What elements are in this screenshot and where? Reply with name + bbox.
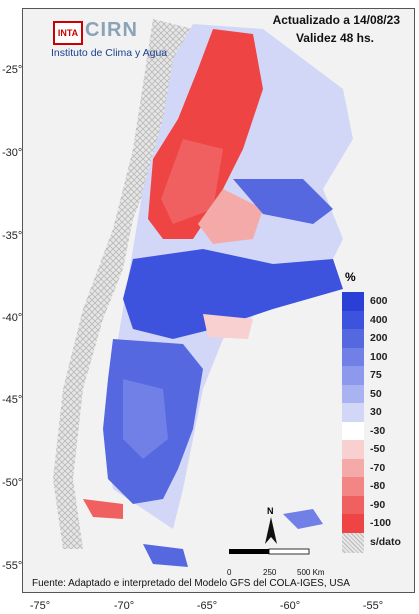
- scale-label-500: 500 Km: [297, 568, 325, 577]
- legend-swatch: [342, 532, 364, 553]
- legend-label: 600: [370, 295, 388, 307]
- scale-bar-black: [229, 549, 269, 554]
- legend-swatch: [342, 477, 364, 497]
- updated-label: Actualizado a 14/08/23: [272, 13, 400, 27]
- north-arrow-icon: [265, 517, 277, 544]
- wet-band-east: [233, 179, 333, 224]
- dry-anomaly-edge: [198, 189, 263, 244]
- institute-name: Instituto de Clima y Agua: [51, 47, 168, 59]
- legend-swatch: [342, 329, 364, 349]
- legend-label: 400: [370, 313, 388, 326]
- scale-label-0: 0: [227, 568, 232, 577]
- legend-item: -50: [342, 440, 406, 460]
- legend-item: -90: [342, 495, 406, 516]
- legend-swatch: [342, 421, 364, 442]
- legend-item: 75: [342, 366, 406, 386]
- dry-anomaly-south: [83, 499, 123, 519]
- legend-label: 50: [370, 387, 382, 400]
- legend-item: 600: [342, 292, 406, 312]
- source-text: Fuente: Adaptado e interpretado del Mode…: [32, 578, 350, 589]
- cirn-logo: CIRN: [85, 19, 138, 41]
- legend-swatch: [342, 440, 364, 460]
- north-label: N: [267, 506, 274, 516]
- lon-tick-70: -70°: [113, 600, 135, 612]
- legend-item: 50: [342, 384, 406, 405]
- validity-label: Validez 48 hs.: [295, 31, 374, 45]
- legend-swatch: [342, 347, 364, 368]
- lat-tick-45: -45°: [2, 394, 23, 406]
- legend-label: s/dato: [370, 535, 401, 548]
- inta-logo: INTA: [53, 21, 83, 45]
- legend-label: -80: [370, 480, 386, 492]
- lat-tick-30: -30°: [2, 147, 23, 159]
- lon-tick-65: -65°: [196, 600, 218, 612]
- lon-tick-75: -75°: [29, 600, 51, 612]
- legend-item: -80: [342, 477, 406, 497]
- legend-swatch: [342, 514, 364, 534]
- precipitation-anomaly-map: N: [53, 19, 353, 567]
- scale-label-250: 250: [263, 568, 277, 577]
- legend-item: -100: [342, 514, 406, 534]
- wet-anomaly-patagonia-inner: [123, 379, 168, 459]
- legend-swatch: [342, 366, 364, 386]
- legend-label: 30: [370, 406, 382, 418]
- legend-swatch: [342, 384, 364, 405]
- legend-swatch: [342, 458, 364, 479]
- legend-swatch: [342, 292, 364, 312]
- lat-tick-25: -25°: [2, 64, 23, 76]
- legend-label: 75: [370, 369, 382, 381]
- legend-item: s/dato: [342, 532, 406, 553]
- lon-tick-60: -60°: [279, 600, 301, 612]
- legend-label: -50: [370, 443, 386, 455]
- dry-patch-central: [203, 314, 253, 339]
- legend-item: 100: [342, 347, 406, 368]
- legend-label: 100: [370, 350, 388, 363]
- tierra-del-fuego: [143, 544, 188, 567]
- lon-tick-55: -55°: [362, 600, 384, 612]
- lat-tick-50: -50°: [2, 477, 23, 489]
- malvinas-islands: [283, 509, 323, 529]
- wet-anomaly-central: [123, 249, 343, 339]
- legend-label: 200: [370, 332, 388, 344]
- legend-item: 30: [342, 403, 406, 423]
- legend-item: 200: [342, 329, 406, 349]
- lat-tick-40: -40°: [2, 312, 23, 324]
- legend-item: -30: [342, 421, 406, 442]
- legend-label: -90: [370, 498, 386, 511]
- legend-item: -70: [342, 458, 406, 479]
- legend-swatch: [342, 403, 364, 423]
- lat-tick-55: -55°: [2, 560, 23, 572]
- legend-label: -30: [370, 424, 386, 437]
- legend-item: 400: [342, 310, 406, 331]
- legend-label: -100: [370, 517, 392, 529]
- scale-bar-white: [268, 548, 310, 555]
- legend-unit: %: [345, 270, 356, 284]
- dry-anomaly-core: [161, 139, 223, 224]
- legend-swatch: [342, 310, 364, 331]
- legend-label: -70: [370, 461, 386, 474]
- legend-swatch: [342, 495, 364, 516]
- lat-tick-35: -35°: [2, 230, 23, 242]
